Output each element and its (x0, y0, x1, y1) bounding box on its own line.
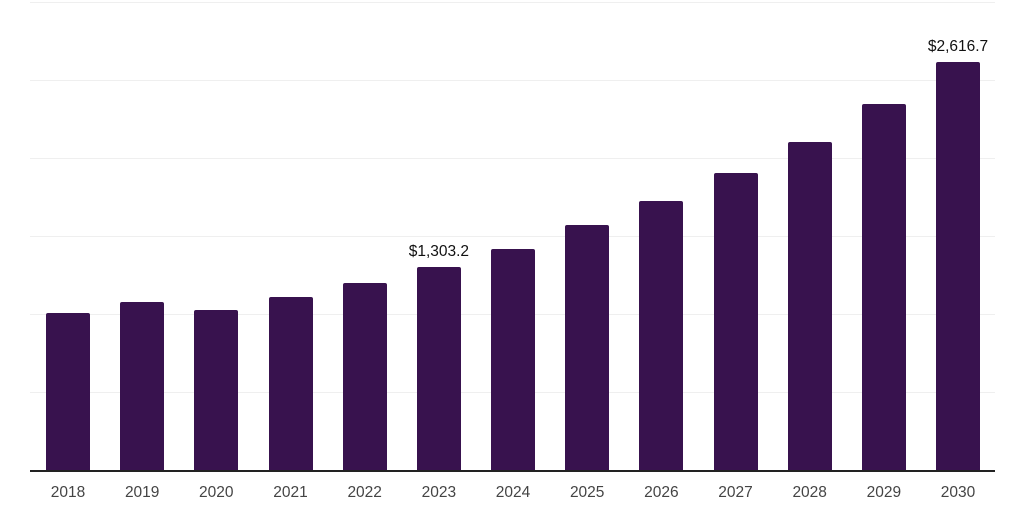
x-tick-2027: 2027 (718, 484, 753, 501)
x-tick-2023: 2023 (421, 484, 457, 501)
bar-2018 (46, 313, 90, 470)
x-tick-2030: 2030 (940, 484, 976, 501)
gridline-2000 (30, 158, 995, 159)
x-tick-2022: 2022 (347, 484, 382, 501)
bar-2022 (342, 283, 387, 470)
x-tick-2029: 2029 (866, 484, 902, 501)
gridline-3000 (30, 2, 995, 3)
x-tick-2020: 2020 (199, 484, 234, 501)
x-axis-line (30, 470, 995, 472)
x-tick-2024: 2024 (495, 484, 531, 501)
bar-2019 (120, 302, 165, 470)
data-label-2023: $1,303.2 (408, 242, 470, 260)
bar-2026 (639, 201, 684, 470)
gridline-2500 (30, 80, 995, 81)
x-tick-2028: 2028 (792, 484, 827, 501)
bar-2020 (194, 310, 239, 470)
x-tick-2025: 2025 (569, 484, 605, 501)
x-tick-2026: 2026 (644, 484, 679, 501)
bar-2021 (268, 296, 313, 470)
data-label-2030: $2,616.7 (927, 37, 989, 55)
bar-2023 (416, 266, 461, 470)
x-tick-2018: 2018 (50, 484, 86, 501)
gridline-1500 (30, 236, 995, 237)
bar-2028 (787, 141, 832, 470)
bar-2025 (565, 225, 610, 470)
bar-2027 (713, 173, 758, 470)
bar-2030 (936, 61, 980, 470)
bar-2024 (491, 248, 535, 470)
bar-2029 (861, 103, 906, 470)
x-tick-2019: 2019 (124, 484, 160, 501)
x-tick-2021: 2021 (273, 484, 308, 501)
